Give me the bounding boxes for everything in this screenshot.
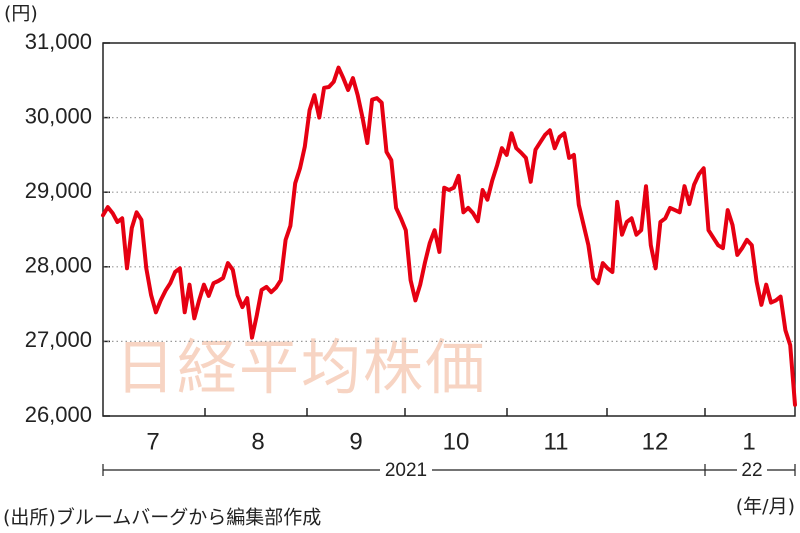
price-line — [101, 65, 797, 407]
y-tick-label: 30,000 — [25, 103, 92, 128]
x-tick-label: 1 — [742, 428, 755, 455]
y-unit: (円) — [4, 3, 38, 25]
plot-frame — [102, 42, 796, 417]
y-tick-label: 26,000 — [25, 402, 92, 427]
y-tick-label: 28,000 — [25, 253, 92, 278]
y-tick-label: 31,000 — [25, 29, 92, 54]
x-tick-label: 11 — [544, 428, 569, 455]
x-tick-label: 7 — [146, 428, 159, 455]
year-label-bg — [737, 460, 767, 480]
watermark-title: 日経平均株価 — [115, 334, 487, 404]
x-tick-label: 12 — [642, 428, 669, 455]
x-tick-label: 8 — [251, 428, 264, 455]
year-label: 22 — [741, 460, 762, 481]
source: (出所)ブルームバーグから編集部作成 — [3, 506, 321, 529]
x-tick-label: 9 — [349, 428, 362, 455]
x-unit: (年/月) — [736, 496, 795, 518]
x-tick-label: 10 — [443, 428, 470, 455]
y-tick-label: 29,000 — [25, 178, 92, 203]
year-label: 2021 — [385, 460, 427, 481]
year-label-bg — [380, 460, 432, 480]
y-tick-label: 27,000 — [25, 327, 92, 352]
